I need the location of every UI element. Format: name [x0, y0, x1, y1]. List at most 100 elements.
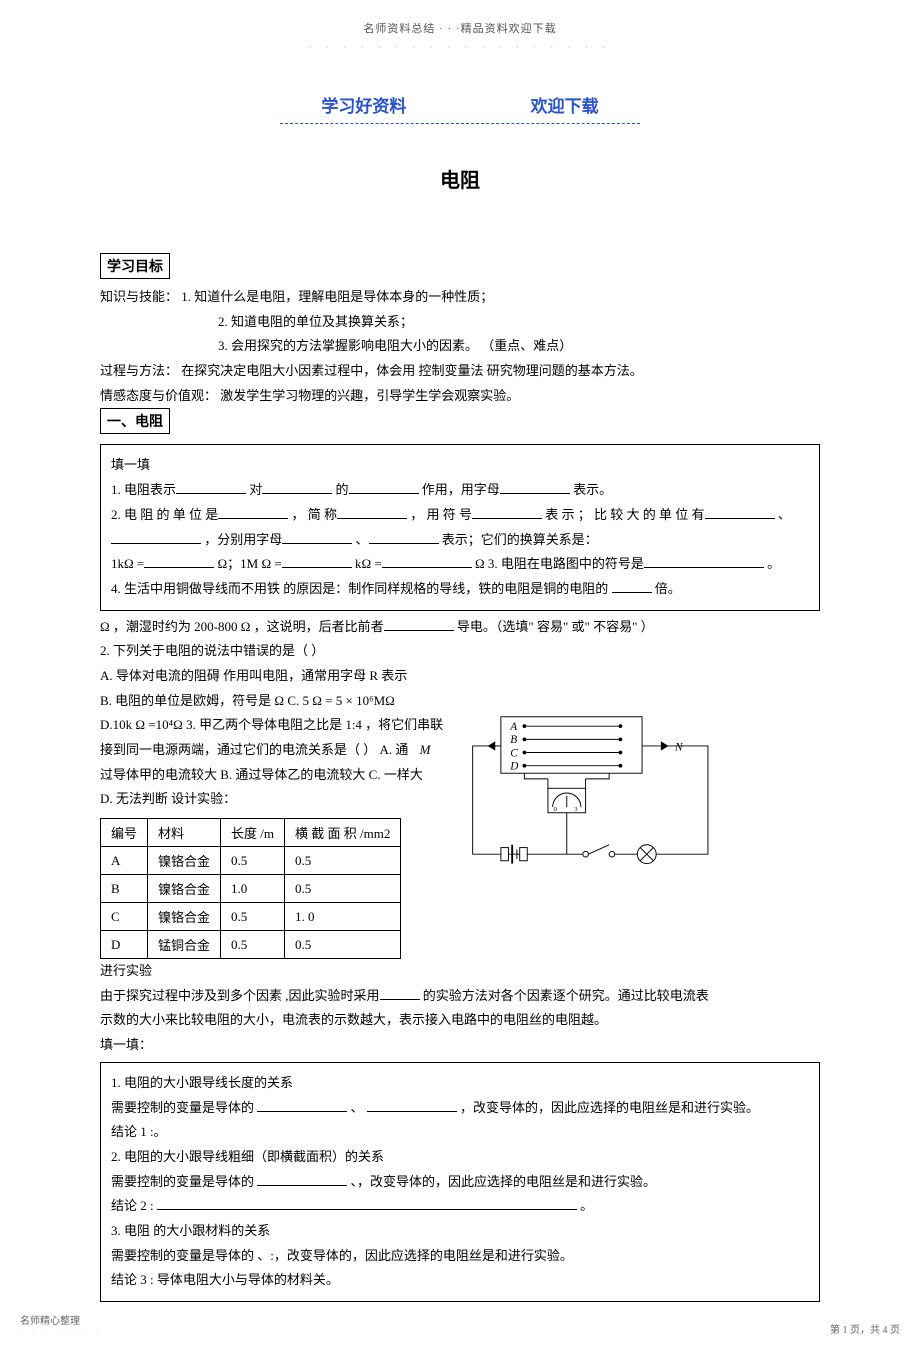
b2-l5a: 需要控制的变量是导体的 — [111, 1174, 254, 1189]
goal-skill: 知识与技能： 1. 知道什么是电阻，理解电阻是导体本身的一种性质； — [100, 285, 820, 310]
b2-l4: 2. 电阻的大小跟导线粗细（即横截面积）的关系 — [111, 1145, 809, 1170]
q4-suf: 倍。 — [655, 581, 681, 596]
fill-box-1: 填一填 1. 电阻表示 对 的 作用，用字母 表示。 2. 电 阻 的 单 位 … — [100, 444, 820, 610]
footer-right: 第 1 页，共 4 页 — [830, 1321, 900, 1336]
optA: A. 导体对电流的阻碍 作用叫电阻，通常用字母 R 表示 — [100, 664, 820, 689]
exp-label: 进行实验 — [100, 959, 820, 984]
exp-p2: 示数的大小来比较电阻的大小，电流表的示数越大，表示接入电路中的电阻丝的电阻越。 — [100, 1008, 820, 1033]
q3-d: Ω 3. 电阻在电路图中的符号是 — [475, 556, 644, 571]
q4: 4. 生活中用铜做导线而不用铁 的原因是：制作同样规格的导线，铁的电阻是铜的电阻… — [111, 577, 809, 602]
q1-b: 的 — [336, 482, 349, 497]
banner-left: 学习好资料 — [321, 97, 406, 116]
b2-l2a: 需要控制的变量是导体的 — [111, 1100, 254, 1115]
skill-label: 知识与技能： — [100, 289, 178, 304]
exp-p1a: 由于探究过程中涉及到多个因素 ,因此实验时采用 — [100, 988, 380, 1003]
para2a: Ω ，潮湿时约为 200-800 Ω ，这说明，后者比前者 — [100, 619, 384, 634]
th1: 编号 — [101, 819, 148, 847]
r1c0: B — [101, 875, 148, 903]
optE: 过导体甲的电流较大 B. 通过导体乙的电流较大 C. 一样大 — [100, 763, 443, 788]
q3-b: Ω；1M Ω = — [218, 556, 282, 571]
b2-l5: 需要控制的变量是导体的 、，改变导体的，因此应选择的电阻丝是和进行实验。 — [111, 1170, 809, 1195]
r2c1: 镍铬合金 — [148, 903, 221, 931]
q2-b: ， 用 符 号 — [410, 507, 472, 522]
b2-l2: 需要控制的变量是导体的 、 ，改变导体的，因此应选择的电阻丝是和进行实验。 — [111, 1096, 809, 1121]
q2-c: 表 示 ； 比 较 大 的 单 位 有 — [545, 507, 704, 522]
fill-label: 填一填 — [111, 453, 809, 478]
r3c2: 0.5 — [221, 931, 285, 959]
q3-c: kΩ = — [355, 556, 382, 571]
b2-l6a: 结论 2 : — [111, 1198, 154, 1213]
th4: 横 截 面 积 /mm2 — [285, 819, 401, 847]
lbl-C: C — [510, 748, 518, 760]
banner: 学习好资料 欢迎下载 — [100, 92, 820, 117]
optF: D. 无法判断 设计实验： — [100, 787, 443, 812]
th2: 材料 — [148, 819, 221, 847]
r3c3: 0.5 — [285, 931, 401, 959]
q2-g: 表示；它们的换算关系是： — [442, 532, 598, 547]
r2c3: 1. 0 — [285, 903, 401, 931]
r0c2: 0.5 — [221, 847, 285, 875]
process-line: 过程与方法： 在探究决定电阻大小因素过程中，体会用 控制变量法 研究物理问题的基… — [100, 359, 820, 384]
r0c1: 镍铬合金 — [148, 847, 221, 875]
exp-p1: 由于探究过程中涉及到多个因素 ,因此实验时采用 的实验方法对各个因素逐个研究。通… — [100, 984, 820, 1009]
page-title: 电阻 — [100, 164, 820, 193]
q2-cont: ，分别用字母 、 表示；它们的换算关系是： — [111, 528, 809, 553]
b2-l7: 3. 电阻 的大小跟材料的关系 — [111, 1219, 809, 1244]
para2: Ω ，潮湿时约为 200-800 Ω ，这说明，后者比前者 导电。（选填" 容易… — [100, 615, 820, 640]
label-M: M — [420, 742, 431, 757]
b2-l2b: 、 — [351, 1100, 364, 1115]
skill-2: 2. 知道电阻的单位及其换算关系； — [100, 310, 820, 335]
lbl-N: N — [674, 742, 684, 754]
r0c3: 0.5 — [285, 847, 401, 875]
b2-l5b: 、，改变导体的，因此应选择的电阻丝是和进行实验。 — [351, 1174, 657, 1189]
fill-box-2: 1. 电阻的大小跟导线长度的关系 需要控制的变量是导体的 、 ，改变导体的，因此… — [100, 1062, 820, 1302]
r3c1: 锰铜合金 — [148, 931, 221, 959]
circuit-diagram: A B C D N 03 — [455, 713, 735, 873]
q2-d: 、 — [778, 507, 791, 522]
b2-l8: 需要控制的变量是导体的 、:，改变导体的，因此应选择的电阻丝是和进行实验。 — [111, 1244, 809, 1269]
optD: 接到同一电源两端，通过它们的电流关系是（ ） A. 通 M — [100, 738, 443, 763]
q1-a: 对 — [249, 482, 262, 497]
q2: 2. 电 阻 的 单 位 是 ， 简 称 ， 用 符 号 表 示 ； 比 较 大… — [111, 503, 809, 528]
optB: B. 电阻的单位是欧姆，符号是 Ω C. 5 Ω = 5 × 10⁶MΩ — [100, 689, 820, 714]
footer-left-text: 名师精心整理 — [20, 1312, 103, 1327]
r0c0: A — [101, 847, 148, 875]
footer-left: 名师精心整理 · · · · · · · — [20, 1312, 103, 1336]
attitude-text: 激发学生学习物理的兴趣，引导学生学会观察实验。 — [220, 388, 519, 403]
skill-3: 3. 会用探究的方法掌握影响电阻大小的因素。 （重点、难点） — [100, 334, 820, 359]
optD-text: 接到同一电源两端，通过它们的电流关系是（ ） A. 通 — [100, 742, 408, 757]
para2b: 导电。（选填" 容易" 或" 不容易" ） — [457, 619, 654, 634]
q1-c: 作用，用字母 — [422, 482, 500, 497]
top-header: 名师资料总结 · · ·精品资料欢迎下载 — [100, 20, 820, 36]
q1-pre: 1. 电阻表示 — [111, 482, 176, 497]
b2-l2c: ，改变导体的，因此应选择的电阻丝是和进行实验。 — [460, 1100, 759, 1115]
r1c1: 镍铬合金 — [148, 875, 221, 903]
q4-pre: 4. 生活中用铜做导线而不用铁 的原因是：制作同样规格的导线，铁的电阻是铜的电阻… — [111, 581, 608, 596]
skill-1: 1. 知道什么是电阻，理解电阻是导体本身的一种性质； — [181, 289, 493, 304]
b2-l1: 1. 电阻的大小跟导线长度的关系 — [111, 1071, 809, 1096]
q2-pre: 2. 电 阻 的 单 位 是 — [111, 507, 218, 522]
lbl-B: B — [510, 734, 517, 746]
sec1-label: 一、电阻 — [100, 408, 170, 434]
process-label: 过程与方法： — [100, 363, 178, 378]
q3-e: 。 — [767, 556, 780, 571]
th3: 长度 /m — [221, 819, 285, 847]
material-table: 编号 材料 长度 /m 横 截 面 积 /mm2 A 镍铬合金 0.5 0.5 … — [100, 818, 401, 959]
r2c0: C — [101, 903, 148, 931]
r1c2: 1.0 — [221, 875, 285, 903]
q2-a: ， 简 称 — [292, 507, 338, 522]
q-wrong: 2. 下列关于电阻的说法中错误的是（ ） — [100, 639, 820, 664]
q1: 1. 电阻表示 对 的 作用，用字母 表示。 — [111, 478, 809, 503]
banner-underline — [280, 123, 640, 124]
footer-dots: · · · · · · · — [20, 1327, 103, 1336]
q2-e: ，分别用字母 — [204, 532, 282, 547]
goal-label: 学习目标 — [100, 253, 170, 279]
lbl-D: D — [509, 761, 518, 773]
b2-l6b: 。 — [580, 1198, 593, 1213]
banner-right: 欢迎下载 — [531, 97, 599, 116]
optC: D.10k Ω =10⁴Ω 3. 甲乙两个导体电阻之比是 1:4 ，将它们串联 — [100, 713, 443, 738]
fill2: 填一填： — [100, 1033, 820, 1058]
lbl-A: A — [509, 721, 517, 733]
attitude-line: 情感态度与价值观： 激发学生学习物理的兴趣，引导学生学会观察实验。 — [100, 384, 820, 409]
q3: 1kΩ = Ω；1M Ω = kΩ = Ω 3. 电阻在电路图中的符号是 。 — [111, 552, 809, 577]
